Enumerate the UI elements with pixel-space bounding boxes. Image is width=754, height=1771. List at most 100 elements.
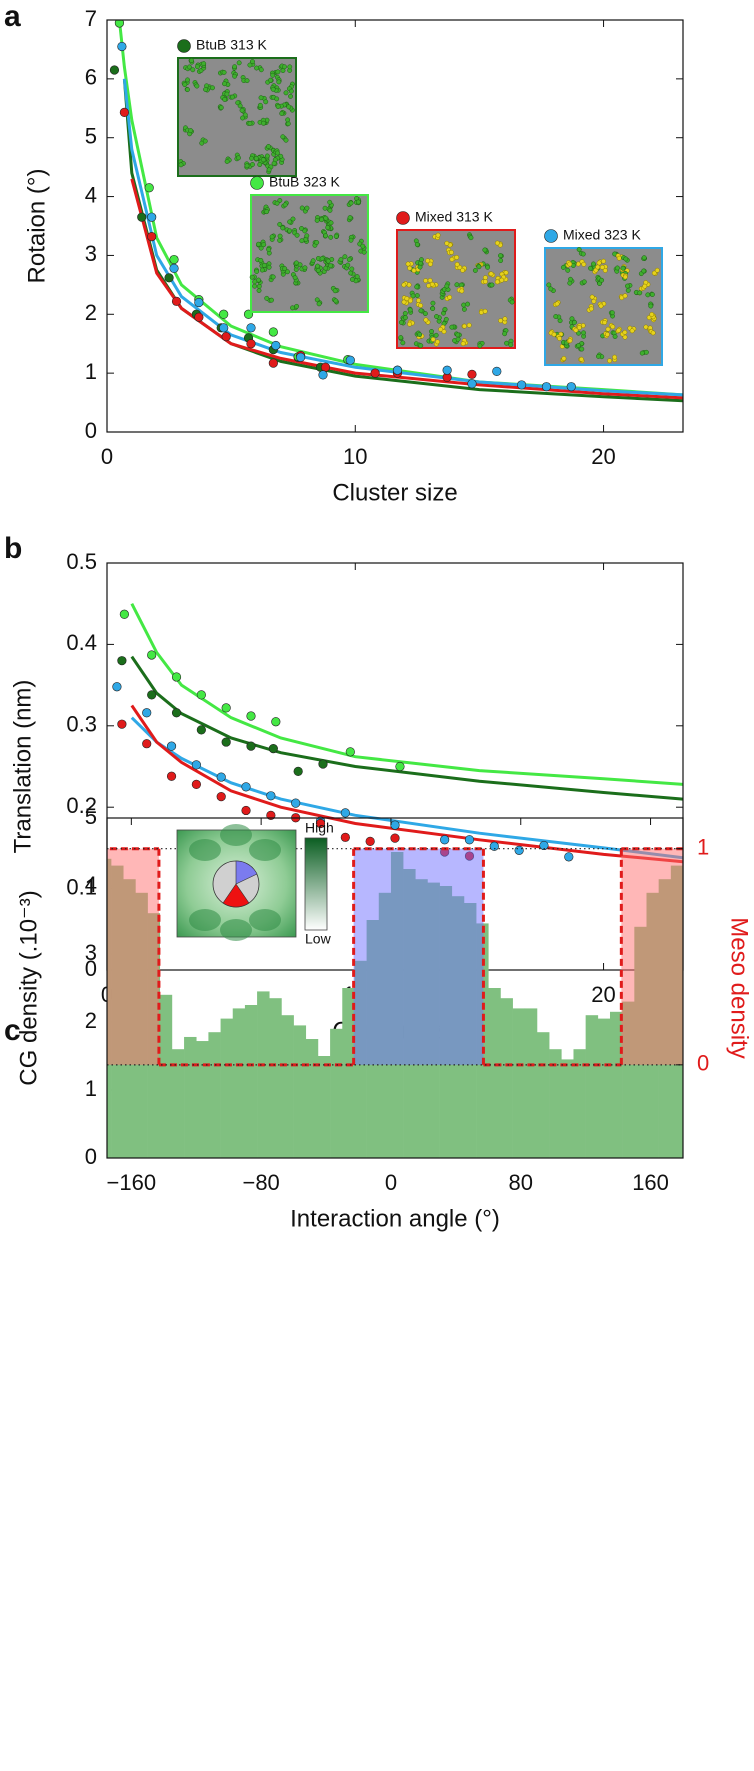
heatmap-blob — [249, 839, 281, 861]
y-tick-label: 0 — [85, 956, 97, 981]
heatmap-blob — [189, 839, 221, 861]
inset-particle — [275, 69, 281, 75]
inset-particle — [599, 277, 605, 283]
inset-particle — [576, 247, 582, 252]
x-tick-label: 10 — [343, 444, 367, 469]
inset-particle — [423, 278, 429, 284]
y2-tick-label: 0 — [697, 1051, 709, 1076]
inset-particle — [328, 263, 334, 269]
inset-particle — [276, 79, 282, 85]
colorbar-label: High — [305, 820, 334, 836]
inset-particle — [612, 354, 618, 360]
inset-particle — [299, 205, 305, 211]
inset-particle — [222, 81, 227, 87]
pie-wedge — [235, 860, 258, 885]
data-point — [539, 840, 549, 851]
histogram-bar — [232, 1008, 246, 1158]
data-point — [271, 717, 281, 727]
inset-particle — [270, 72, 276, 78]
inset-particle — [427, 278, 433, 283]
y-tick-label: 3 — [85, 940, 97, 965]
inset-particle — [604, 331, 610, 337]
inset-particle — [261, 242, 267, 248]
y-tick-label: 2 — [85, 300, 97, 325]
histogram-bar — [573, 1049, 586, 1158]
meso-region — [621, 848, 683, 1065]
data-point — [271, 340, 281, 351]
inset-particle — [338, 257, 344, 263]
data-point — [340, 832, 350, 842]
plot-area — [109, 20, 683, 403]
data-point — [318, 370, 328, 380]
y-tick-label: 6 — [85, 65, 97, 90]
inset-particle — [249, 155, 254, 161]
y2-axis-label: Meso density — [726, 917, 753, 1058]
inset-particle — [257, 102, 263, 108]
data-point — [268, 358, 278, 368]
inset-particle — [178, 162, 184, 168]
inset-particle — [430, 336, 436, 342]
heatmap-blob — [220, 824, 252, 846]
fit-line — [130, 603, 683, 786]
inset-particle — [292, 275, 298, 281]
inset-particle — [447, 294, 453, 300]
inset-particle — [354, 274, 360, 280]
inset-particle — [302, 228, 308, 234]
inset-particle — [460, 267, 466, 273]
inset-particle — [345, 262, 351, 268]
inset-particle — [264, 295, 270, 301]
histogram-bar — [585, 1015, 599, 1158]
inset-particle — [325, 258, 331, 264]
inset-particle — [548, 286, 554, 292]
y-tick-label: 1 — [85, 359, 97, 384]
inset-particle — [459, 288, 465, 294]
data-point — [216, 772, 226, 782]
inset-particle — [643, 349, 649, 355]
inset-particle — [286, 104, 292, 110]
inset-particle — [263, 99, 269, 105]
inset-particle — [622, 274, 628, 280]
data-point — [196, 690, 206, 700]
data-point — [268, 743, 278, 754]
inset-particle — [256, 283, 262, 289]
inset-particle — [348, 237, 354, 243]
inset-particle — [454, 262, 460, 267]
inset-particle — [651, 270, 657, 276]
inset-particle — [468, 235, 474, 241]
data-point — [345, 355, 355, 365]
inset-particle — [304, 233, 310, 239]
inset-particle — [222, 97, 228, 102]
x-tick-label: 20 — [591, 982, 615, 1007]
fit-line — [130, 178, 683, 400]
histogram-bar — [159, 994, 173, 1158]
inset-particle — [567, 338, 573, 344]
histogram-bar — [184, 1036, 197, 1158]
histogram-bar — [342, 988, 355, 1158]
inset-particle — [414, 242, 420, 247]
inset-particle — [242, 112, 248, 118]
data-point — [320, 362, 331, 372]
inset-particle — [266, 246, 272, 252]
inset-particle — [598, 303, 604, 309]
pie-wedge — [222, 883, 250, 908]
inset-particle — [285, 117, 291, 123]
inset-particle — [315, 263, 320, 269]
inset-particle — [310, 258, 316, 264]
data-point — [442, 365, 452, 375]
inset-particle — [327, 199, 333, 205]
inset-particle — [288, 93, 293, 99]
inset-particle — [448, 249, 454, 255]
inset-particle — [551, 332, 557, 337]
inset-particle — [449, 324, 455, 330]
inset-particle — [567, 261, 573, 267]
inset-particle — [649, 312, 655, 317]
inset-particle — [319, 217, 325, 223]
inset-particle — [287, 228, 293, 234]
inset-particle — [224, 159, 230, 164]
inset-particle — [610, 324, 616, 330]
panel-letter: b — [4, 532, 22, 565]
inset-particle — [616, 255, 622, 261]
legend-marker — [396, 211, 410, 225]
inset-particle — [454, 282, 460, 288]
x-tick-label: 0 — [385, 1170, 397, 1195]
